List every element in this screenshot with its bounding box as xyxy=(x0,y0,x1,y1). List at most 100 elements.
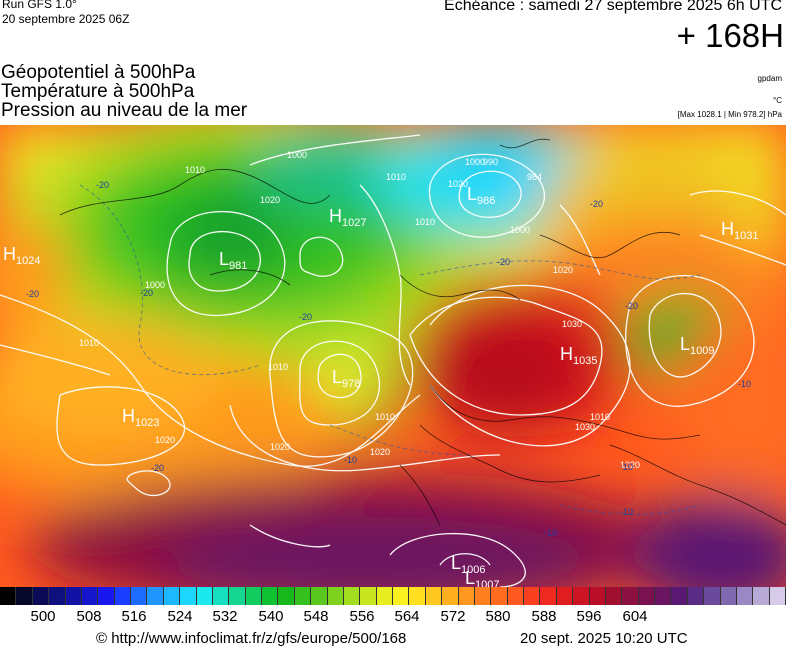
isobar-label: 1010 xyxy=(590,412,610,422)
color-scale xyxy=(0,587,786,605)
isobar-labels: 1000 1010 1020 1010 1020 1000 1030 1020 1010 1000… xyxy=(79,150,640,470)
scale-swatch xyxy=(16,587,33,605)
scale-swatch xyxy=(311,587,328,605)
scale-swatch xyxy=(720,587,737,605)
scale-swatch xyxy=(147,587,164,605)
scale-swatch xyxy=(229,587,246,605)
scale-swatch xyxy=(736,587,754,605)
scale-swatch xyxy=(540,587,557,605)
temperature-label: -10 xyxy=(738,379,751,389)
unit-pressure-range: [Max 1028.1 | Min 978.2] hPa xyxy=(677,110,782,119)
scale-swatch xyxy=(98,587,115,605)
scale-label: 588 xyxy=(531,608,557,625)
scale-label: 516 xyxy=(121,608,147,625)
run-label: Run GFS 1.0° xyxy=(2,0,77,11)
copyright-link[interactable]: © http://www.infoclimat.fr/z/gfs/europe/… xyxy=(96,630,407,647)
isobar-label: 1020 xyxy=(553,265,573,275)
scale-label: 580 xyxy=(485,608,511,625)
temperature-label: -10 xyxy=(620,462,633,472)
scale-label: 532 xyxy=(212,608,238,625)
scale-swatch xyxy=(196,587,213,605)
high-pressure-label: H1031 xyxy=(721,219,758,242)
temperature-label: -10 xyxy=(344,455,357,465)
param-temperature: Température à 500hPa xyxy=(1,81,195,102)
temperature-label: -20 xyxy=(151,463,164,473)
scale-label: 508 xyxy=(76,608,102,625)
forecast-map: H1024 L981 H1027 L986 H1031 L1009 H1035 L978 H10… xyxy=(0,125,786,587)
temperature-label: -20 xyxy=(26,289,39,299)
isobar-label: 984 xyxy=(527,172,542,182)
unit-gpdam: gpdam xyxy=(757,74,782,83)
temperature-isotherms xyxy=(79,184,701,515)
scale-swatch xyxy=(245,587,262,605)
scale-label: 524 xyxy=(167,608,193,625)
scale-swatch xyxy=(425,587,443,605)
temperature-label: -20 xyxy=(96,180,109,190)
isobar-label: 1020 xyxy=(260,195,280,205)
scale-swatch xyxy=(343,587,361,605)
isobar-label: 990 xyxy=(483,157,498,167)
scale-label: 548 xyxy=(303,608,329,625)
scale-swatch xyxy=(589,587,606,605)
isobar-label: 1000 xyxy=(510,225,530,235)
scale-label: 500 xyxy=(30,608,56,625)
scale-swatch xyxy=(409,587,426,605)
scale-swatch xyxy=(131,587,148,605)
isobar-label: 1010 xyxy=(415,217,435,227)
scale-swatch xyxy=(65,587,82,605)
scale-swatch xyxy=(671,587,688,605)
scale-swatch xyxy=(507,587,524,605)
unit-celsius: °C xyxy=(773,96,782,105)
scale-swatch xyxy=(212,587,230,605)
scale-swatch xyxy=(114,587,131,605)
scale-swatch xyxy=(278,587,295,605)
scale-label: 564 xyxy=(394,608,420,625)
scale-swatch xyxy=(262,587,279,605)
high-pressure-label: H1035 xyxy=(560,344,597,367)
geopotential-field xyxy=(0,125,786,587)
scale-swatch xyxy=(622,587,639,605)
run-date: 20 septembre 2025 06Z xyxy=(2,12,130,26)
isobar-label: 1000 xyxy=(465,157,485,167)
lead-time: + 168H xyxy=(676,17,784,54)
scale-swatch xyxy=(0,587,17,605)
scale-swatch xyxy=(442,587,459,605)
scale-swatch xyxy=(573,587,590,605)
low-pressure-label: L978 xyxy=(332,367,360,390)
temperature-label: -20 xyxy=(625,301,638,311)
scale-swatch xyxy=(474,587,492,605)
param-geopotential: Géopotentiel à 500hPa xyxy=(1,62,196,83)
scale-label: 556 xyxy=(349,608,375,625)
scale-swatch xyxy=(605,587,623,605)
high-pressure-label: H1027 xyxy=(329,206,366,229)
scale-swatch xyxy=(704,587,721,605)
isobar-label: 1020 xyxy=(155,435,175,445)
scale-swatch xyxy=(458,587,475,605)
scale-label: 540 xyxy=(258,608,284,625)
scale-label: 604 xyxy=(622,608,648,625)
temperature-label: -10 xyxy=(620,507,633,517)
pressure-systems: H1024 L981 H1027 L986 H1031 L1009 H1035 L978 H10… xyxy=(3,184,758,587)
isobar-label: 1020 xyxy=(370,447,390,457)
scale-swatch xyxy=(32,587,50,605)
param-pressure: Pression au niveau de la mer xyxy=(1,100,248,121)
scale-swatch xyxy=(655,587,672,605)
scale-label: 572 xyxy=(440,608,466,625)
scale-swatch xyxy=(327,587,344,605)
scale-swatch xyxy=(393,587,410,605)
isobar-label: 1030 xyxy=(575,422,595,432)
scale-swatch xyxy=(491,587,508,605)
isobar-label: 1010 xyxy=(268,362,288,372)
isobar-label: 1000 xyxy=(287,150,307,160)
scale-swatch xyxy=(769,587,786,605)
scale-swatch xyxy=(294,587,312,605)
low-pressure-label: L1009 xyxy=(680,334,715,357)
scale-swatch xyxy=(753,587,770,605)
temperature-label: -20 xyxy=(299,312,312,322)
scale-swatch xyxy=(49,587,66,605)
high-pressure-label: H1024 xyxy=(3,244,40,267)
scale-swatch xyxy=(687,587,705,605)
scale-label: 596 xyxy=(576,608,602,625)
scale-swatch xyxy=(360,587,377,605)
color-scale-labels: 500 508 516 524 532 540 548 556 564 572 580 588 596 6… xyxy=(0,608,786,626)
